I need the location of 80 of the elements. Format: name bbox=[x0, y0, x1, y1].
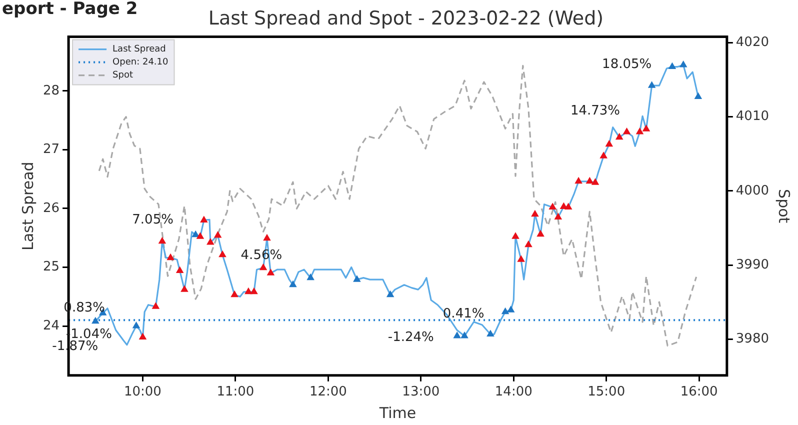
x-axis-title: Time bbox=[378, 404, 416, 422]
point bbox=[502, 308, 509, 314]
y-tick-label: 24 bbox=[42, 318, 60, 334]
y-tick-label: 26 bbox=[42, 200, 60, 216]
annotation: -1.24% bbox=[388, 330, 434, 346]
text: eport - Page 2 bbox=[2, 0, 138, 19]
point bbox=[560, 202, 568, 209]
annotation: 18.05% bbox=[602, 56, 652, 72]
y2-tick-label: 4020 bbox=[736, 35, 770, 50]
y2-tick-label: 4010 bbox=[736, 109, 770, 124]
point bbox=[694, 92, 702, 100]
point bbox=[92, 317, 99, 324]
annotation: 14.73% bbox=[570, 104, 620, 119]
point bbox=[507, 306, 514, 312]
point bbox=[200, 216, 208, 222]
point bbox=[206, 238, 214, 245]
x-tick-label: 15:00 bbox=[588, 384, 626, 400]
legend-label: Spot bbox=[112, 70, 134, 81]
point bbox=[616, 133, 623, 140]
chart-title: Last Spread and Spot - 2023-02-22 (Wed) bbox=[208, 7, 604, 30]
x-tick-label: 14:00 bbox=[494, 384, 532, 400]
x-tick-label: 10:00 bbox=[124, 384, 162, 400]
point bbox=[524, 240, 532, 248]
x-tick-label: 11:00 bbox=[216, 384, 254, 400]
point bbox=[668, 62, 676, 70]
point bbox=[454, 332, 461, 338]
point bbox=[648, 82, 656, 88]
point bbox=[623, 128, 630, 134]
point bbox=[460, 332, 468, 338]
point bbox=[132, 322, 140, 328]
point bbox=[176, 266, 184, 274]
point bbox=[386, 290, 394, 298]
point bbox=[267, 269, 274, 276]
point bbox=[586, 177, 594, 184]
point bbox=[139, 333, 146, 340]
point bbox=[192, 230, 200, 238]
point bbox=[218, 250, 226, 258]
y-tick-label: 25 bbox=[42, 260, 60, 275]
point bbox=[167, 254, 174, 260]
legend-label: Last Spread bbox=[112, 44, 166, 55]
point bbox=[353, 276, 360, 282]
point bbox=[531, 210, 538, 217]
point bbox=[250, 288, 258, 294]
point bbox=[537, 230, 544, 237]
point bbox=[230, 290, 238, 298]
point bbox=[575, 177, 582, 184]
point bbox=[564, 203, 572, 210]
point bbox=[196, 232, 204, 239]
point bbox=[486, 330, 494, 336]
y2-tick-label: 4000 bbox=[736, 183, 770, 198]
y2-axis-title: Spot bbox=[775, 189, 794, 224]
y-tick-label: 27 bbox=[42, 142, 60, 158]
y-axis-title: Last Spread bbox=[18, 162, 37, 251]
y-tick-label: 28 bbox=[42, 83, 60, 98]
point bbox=[518, 256, 525, 262]
x-tick-label: 12:00 bbox=[309, 384, 347, 400]
point bbox=[592, 178, 599, 185]
point bbox=[260, 264, 267, 270]
x-tick-label: 13:00 bbox=[402, 384, 440, 400]
point bbox=[554, 213, 562, 220]
point bbox=[214, 231, 222, 238]
point bbox=[549, 203, 556, 210]
point bbox=[307, 274, 314, 280]
point bbox=[180, 286, 188, 292]
point bbox=[600, 152, 608, 158]
point bbox=[263, 234, 271, 241]
point bbox=[289, 280, 296, 288]
y2-tick-label: 3990 bbox=[736, 257, 770, 272]
point bbox=[642, 125, 650, 132]
point bbox=[606, 140, 613, 147]
annotation: 7.05% bbox=[132, 212, 174, 228]
y2-tick-label: 3980 bbox=[736, 331, 770, 346]
point bbox=[244, 288, 252, 294]
legend-label: Open: 24.10 bbox=[112, 58, 169, 68]
point bbox=[512, 232, 520, 239]
x-tick-label: 16:00 bbox=[680, 384, 718, 400]
point bbox=[680, 61, 687, 68]
point bbox=[636, 128, 644, 134]
point bbox=[158, 237, 166, 244]
point bbox=[152, 302, 160, 309]
